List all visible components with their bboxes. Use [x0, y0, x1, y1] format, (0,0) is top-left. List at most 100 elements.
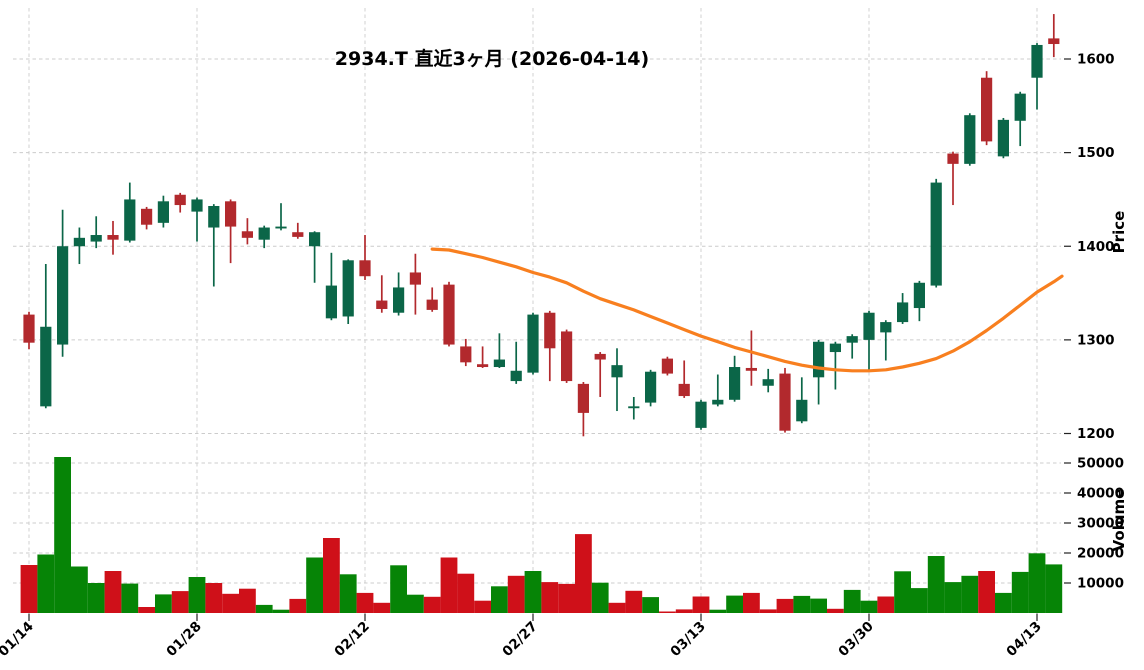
candle-body: [241, 231, 253, 238]
volume-axis-tick-label: 30000: [1077, 516, 1124, 532]
volume-bar: [155, 594, 172, 613]
candle-body: [527, 314, 539, 373]
volume-bar: [709, 609, 727, 613]
x-axis-tick-label: 02/12: [331, 619, 372, 660]
volume-bar: [793, 595, 811, 613]
candle-body: [342, 260, 354, 317]
volume-bar: [726, 595, 743, 613]
candle-body: [57, 246, 69, 345]
candle-body: [829, 343, 841, 353]
volume-bar: [944, 582, 962, 613]
volume-axis-tick-label: 50000: [1077, 456, 1124, 472]
volume-bar: [776, 598, 794, 613]
candle-down: [661, 356, 673, 376]
volume-bar: [390, 565, 407, 613]
candle-up: [527, 312, 539, 375]
candle-down: [174, 192, 186, 213]
volume-bar: [894, 571, 911, 613]
volume-axis-tick-label: 10000: [1077, 576, 1124, 592]
volume-bar: [306, 557, 323, 613]
candle-body: [124, 199, 136, 241]
volume-bar: [54, 457, 71, 613]
candle-up: [57, 209, 69, 357]
candle-down: [426, 287, 438, 312]
volume-bar: [575, 534, 592, 613]
candle-up: [813, 339, 825, 405]
candle-down: [376, 275, 388, 313]
candle-up: [493, 333, 505, 368]
candle-down: [577, 382, 589, 437]
volume-bar: [843, 589, 861, 613]
candle-body: [544, 312, 556, 349]
candle-body: [443, 284, 455, 345]
candle-up: [1031, 43, 1043, 110]
volume-bar: [810, 598, 827, 613]
chart-title: 2934.T 直近3ヶ月 (2026-04-14): [334, 48, 650, 70]
moving-average-line: [430, 247, 1064, 373]
candle-up: [645, 369, 657, 407]
candle-body: [695, 401, 707, 428]
candle-down: [107, 220, 119, 255]
candle-body: [645, 371, 657, 403]
volume-bar: [138, 607, 155, 613]
volume-bar: [507, 575, 525, 613]
candle-up: [846, 334, 858, 359]
volume-bar: [675, 609, 693, 613]
candle-body: [813, 341, 825, 378]
volume-bar: [339, 574, 357, 613]
candle-body: [611, 365, 623, 378]
volume-bar: [625, 590, 643, 613]
volume-bar: [373, 602, 391, 613]
candle-up: [90, 216, 102, 249]
volume-bar: [827, 608, 844, 613]
candle-body: [846, 336, 858, 343]
candle-up: [325, 252, 337, 321]
candle-down: [779, 367, 791, 433]
candle-up: [157, 195, 169, 228]
candle-body: [325, 285, 337, 319]
ma-line: [430, 247, 1064, 373]
candle-body: [964, 115, 976, 164]
candle-up: [796, 377, 808, 424]
candle-body: [930, 182, 942, 286]
price-axis-tick-label: 1300: [1077, 332, 1115, 348]
candle-body: [779, 373, 791, 431]
candle-down: [594, 352, 606, 397]
volume-bar: [927, 556, 945, 613]
candle-body: [729, 367, 741, 400]
volume-bar: [524, 571, 542, 613]
candle-body: [510, 370, 522, 382]
candle-body: [191, 199, 203, 212]
candle-body: [157, 201, 169, 223]
x-axis-tick-label: 01/14: [0, 619, 37, 660]
candle-body: [73, 237, 85, 247]
x-axis-tick-label: 03/13: [667, 619, 708, 660]
volume-bar: [491, 586, 508, 613]
candle-up: [191, 197, 203, 242]
candle-body: [258, 227, 270, 240]
candle-body: [678, 383, 690, 397]
candle-down: [678, 360, 690, 398]
volume-bar: [1011, 571, 1029, 613]
candle-body: [275, 226, 287, 229]
candle-up: [930, 178, 942, 288]
candle-up: [964, 113, 976, 166]
candle-down: [359, 235, 371, 280]
volume-bar: [961, 575, 979, 613]
candle-down: [947, 151, 959, 206]
candle-body: [107, 235, 119, 240]
candle-body: [661, 358, 673, 374]
candle-down: [1048, 14, 1060, 58]
candle-body: [208, 205, 220, 228]
price-axis-tick-label: 1400: [1077, 239, 1115, 255]
volume-bar: [289, 598, 307, 613]
candle-body: [460, 346, 472, 363]
volume-bar: [591, 582, 609, 613]
candle-up: [1014, 91, 1026, 147]
candle-up: [762, 368, 774, 393]
candle-body: [897, 302, 909, 323]
price-axis-tick-label: 1500: [1077, 145, 1115, 161]
volume-bar: [1045, 564, 1063, 613]
candle-body: [426, 299, 438, 310]
